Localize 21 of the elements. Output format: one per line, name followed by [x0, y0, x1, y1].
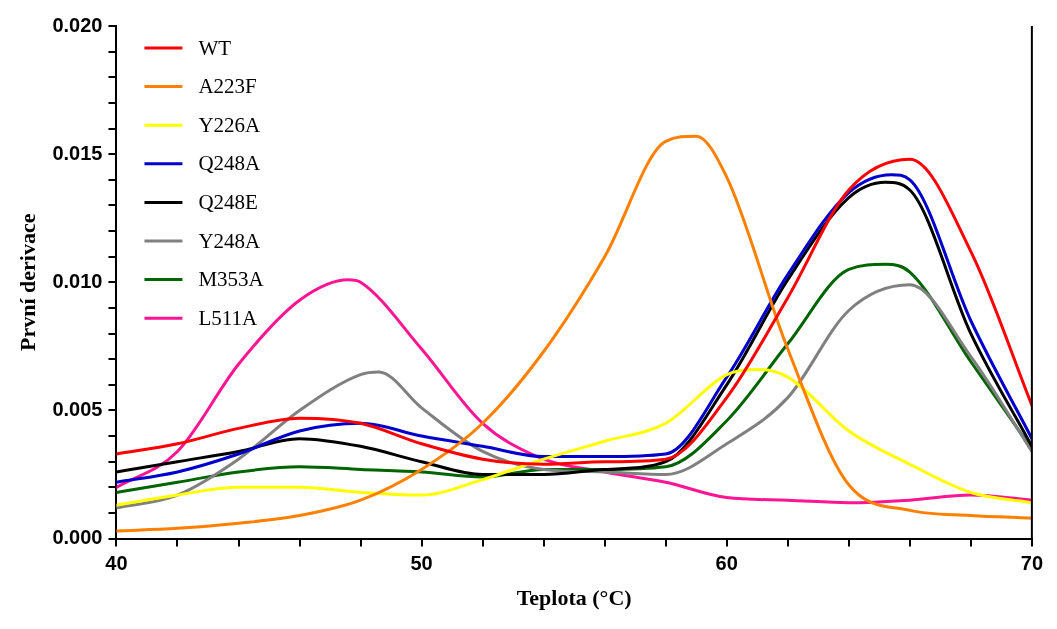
x-tick-label: 40 — [105, 552, 128, 575]
y-axis-title: První derivace — [14, 213, 40, 352]
x-tick-label: 60 — [715, 552, 738, 575]
legend-label: Q248E — [198, 189, 258, 214]
y-tick-label: 0.020 — [52, 13, 103, 36]
y-tick-label: 0.010 — [52, 269, 103, 292]
y-tick-label: 0.015 — [52, 141, 103, 164]
legend-label: Y248A — [198, 228, 262, 253]
legend-label: L511A — [198, 305, 258, 330]
legend-label: A223F — [198, 74, 257, 99]
line-series — [116, 367, 1032, 507]
y-tick-label: 0.000 — [52, 526, 103, 549]
x-axis-title: Teplota (°C) — [516, 585, 632, 611]
legend-label: WT — [198, 35, 232, 60]
legend-label: Y226A — [198, 112, 262, 137]
x-tick-label: 70 — [1020, 552, 1043, 575]
line-series — [116, 134, 1032, 533]
y-tick-label: 0.005 — [52, 397, 103, 420]
legend-label: Q248A — [198, 151, 262, 176]
x-tick-label: 50 — [410, 552, 433, 575]
legend-label: M353A — [198, 267, 265, 292]
